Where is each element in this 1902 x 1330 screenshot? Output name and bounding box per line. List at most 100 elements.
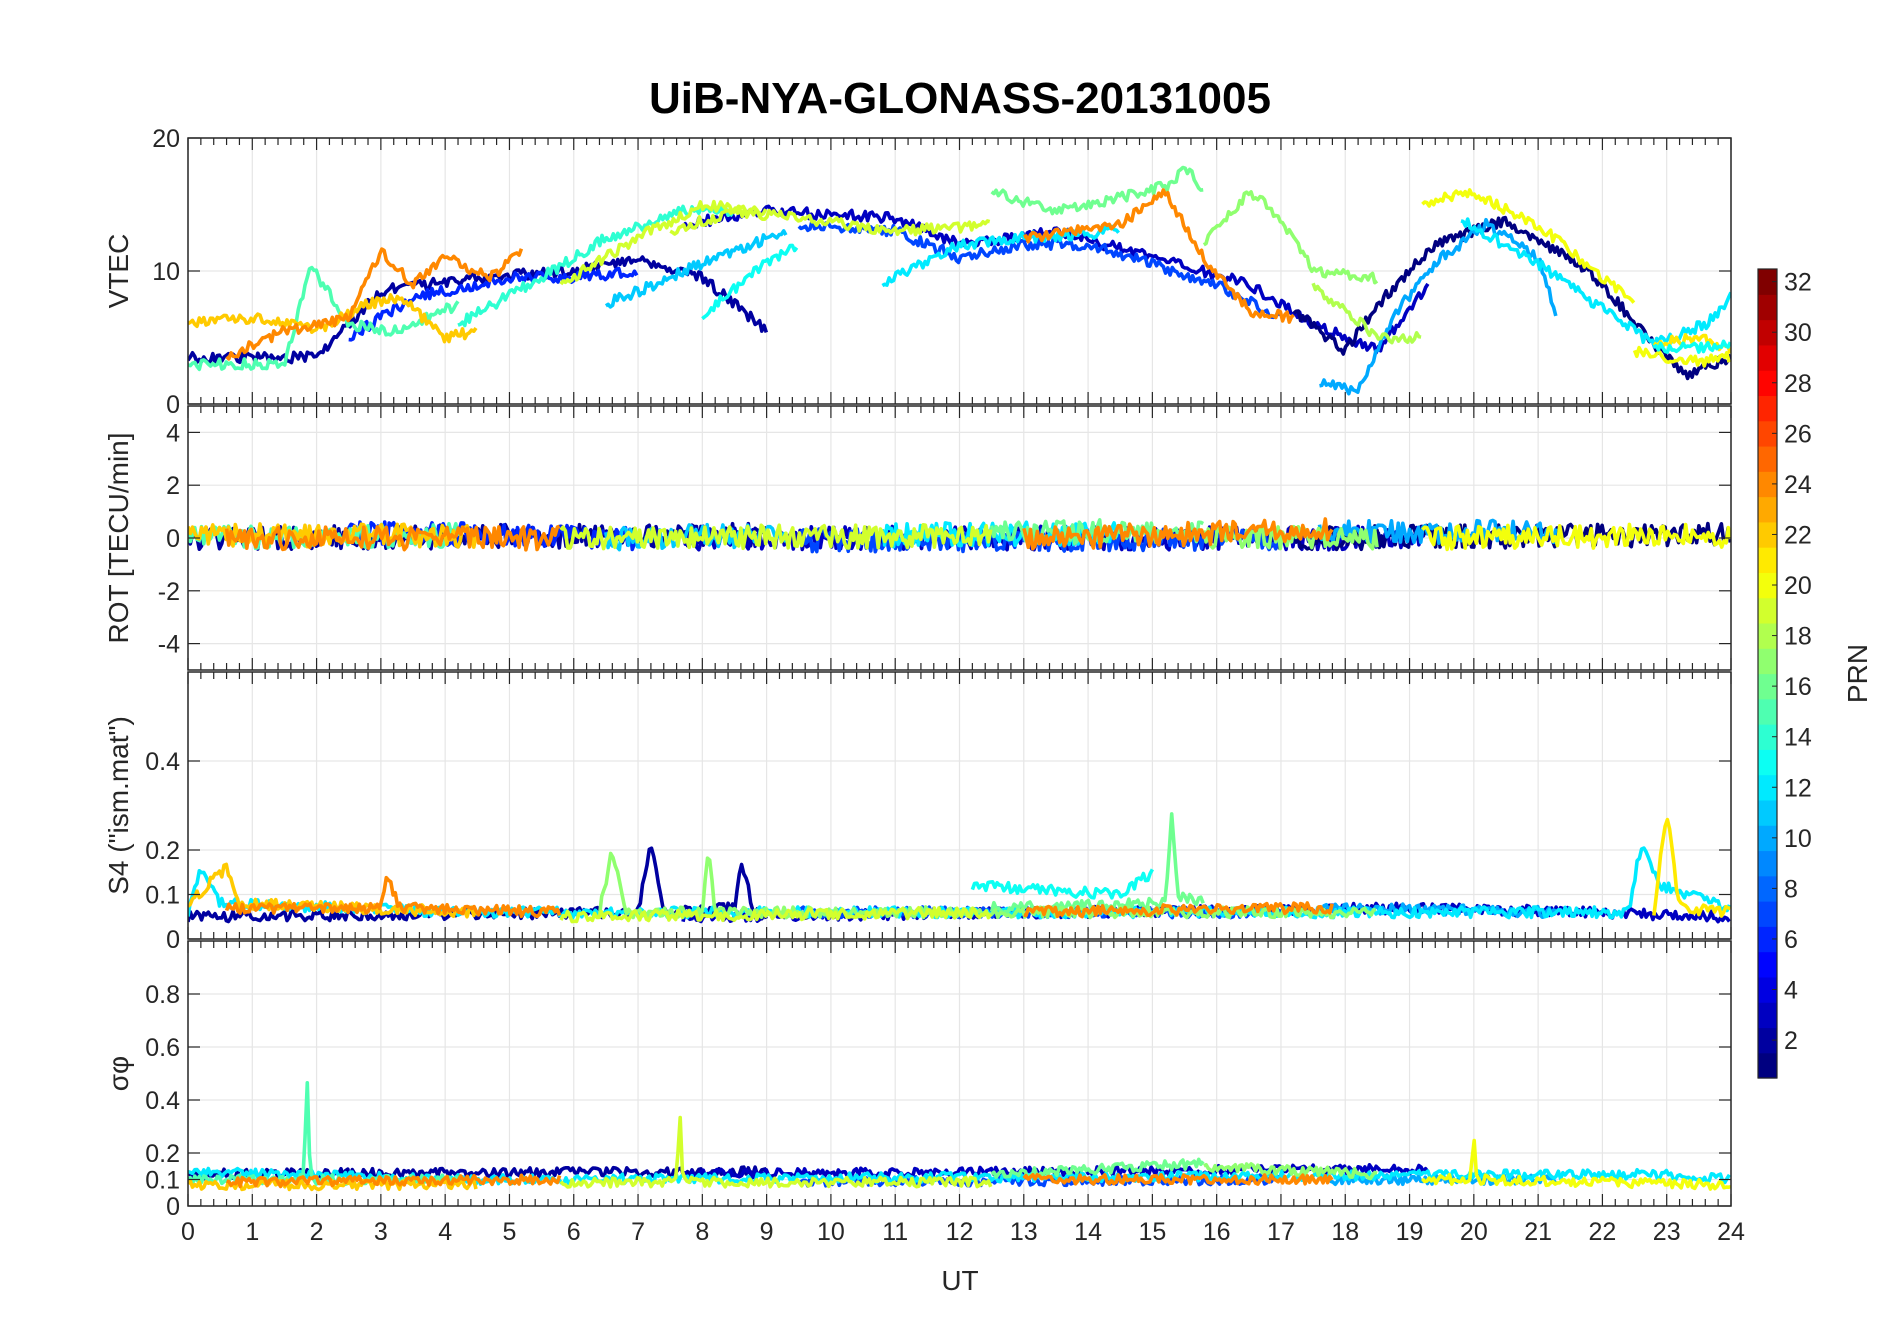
colorbar-segment xyxy=(1758,496,1777,523)
y-tick-label: 0.6 xyxy=(145,1034,180,1062)
x-tick-label: 6 xyxy=(567,1218,581,1246)
colorbar-segment xyxy=(1758,749,1777,776)
panel-s4: 0 0.1 0.2 0.4 S4 ("ism.mat") xyxy=(103,671,1732,954)
x-tick-label: 13 xyxy=(1010,1218,1038,1246)
y-axis-label-sigma_phi: σφ xyxy=(103,1056,134,1091)
colorbar-segment xyxy=(1758,724,1777,750)
series-line-prn-24 xyxy=(1023,901,1334,919)
y-tick-label: 0.1 xyxy=(145,1167,180,1195)
x-tick-label: 3 xyxy=(374,1218,388,1246)
y-tick-label: 0 xyxy=(166,1193,180,1221)
colorbar-tick-label: 6 xyxy=(1784,926,1798,954)
series-line-prn-19 xyxy=(559,1115,993,1189)
series-line-prn-24 xyxy=(224,524,561,552)
colorbar-segment xyxy=(1758,951,1777,978)
colorbar-segment xyxy=(1758,875,1777,902)
series-line-prn-24 xyxy=(224,875,562,919)
colorbar-tick-label: 24 xyxy=(1784,471,1812,499)
colorbar-tick-label: 28 xyxy=(1784,370,1812,398)
series-line-prn-22 xyxy=(188,293,478,344)
y-tick-label: 10 xyxy=(152,258,180,286)
x-tick-label: 23 xyxy=(1653,1218,1681,1246)
x-tick-label: 2 xyxy=(310,1218,324,1246)
y-axis-label-s4: S4 ("ism.mat") xyxy=(103,716,134,895)
colorbar-tick-label: 22 xyxy=(1784,521,1812,549)
x-tick-label: 20 xyxy=(1460,1218,1488,1246)
y-tick-label: -4 xyxy=(158,631,180,659)
series-line-prn-13 xyxy=(970,868,1154,900)
colorbar-segment xyxy=(1758,926,1777,953)
grid-vtec xyxy=(187,137,1732,405)
series-line-prn-7 xyxy=(798,1173,1282,1188)
colorbar-segment xyxy=(1758,445,1777,472)
panel-sigma_phi: 00.10.2 0.4 0.6 0.8 σφ xyxy=(103,940,1732,1221)
x-ticks-s4 xyxy=(187,672,1732,939)
series-line-prn-24 xyxy=(225,1173,562,1189)
y-axis-label-vtec: VTEC xyxy=(103,234,134,309)
y-tick-label: 0.8 xyxy=(145,981,180,1009)
y-tick-label: 4 xyxy=(166,419,180,447)
x-tick-label: 12 xyxy=(946,1218,974,1246)
series-line-prn-20 xyxy=(1421,522,1731,552)
colorbar-segment xyxy=(1758,521,1777,548)
colorbar-segment xyxy=(1758,471,1777,498)
series-line-prn-19 xyxy=(669,206,991,237)
series-line-prn-10 xyxy=(1317,518,1558,545)
series-line-prn-16 xyxy=(990,165,1204,216)
colorbar-tick-label: 16 xyxy=(1784,673,1812,701)
series-line-prn-19 xyxy=(559,906,993,924)
series-line-prn-24 xyxy=(225,247,524,361)
x-tick-label: 7 xyxy=(631,1218,645,1246)
x-tick-label: 11 xyxy=(882,1218,908,1246)
colorbar-tick-label: 26 xyxy=(1784,420,1812,448)
series-line-prn-21 xyxy=(1652,817,1731,918)
series-line-prn-17 xyxy=(1202,190,1379,285)
colorbar-tick-label: 8 xyxy=(1784,875,1798,903)
y-tick-label: 0.2 xyxy=(145,837,180,865)
x-tick-label: 8 xyxy=(695,1218,709,1246)
colorbar-segment xyxy=(1758,1002,1777,1029)
series-line-prn-20 xyxy=(1632,345,1731,368)
panel-rot: -4 -2 0 2 4 ROT [TECU/min] xyxy=(103,405,1732,671)
series-group-sigma_phi xyxy=(188,1081,1731,1192)
series-line-prn-12 xyxy=(881,224,1120,288)
colorbar-tick-label: 10 xyxy=(1784,825,1812,853)
series-line-prn-15 xyxy=(188,1081,460,1186)
colorbar-segment xyxy=(1758,774,1777,801)
x-tick-label: 0 xyxy=(181,1218,195,1246)
colorbar-segment xyxy=(1758,1027,1777,1054)
x-tick-label: 9 xyxy=(760,1218,774,1246)
x-tick-label: 24 xyxy=(1717,1218,1745,1246)
x-ticks-vtec xyxy=(187,138,1732,404)
chart-title: UiB-NYA-GLONASS-20131005 xyxy=(649,74,1271,123)
series-line-prn-18 xyxy=(1311,282,1422,345)
colorbar-segment xyxy=(1758,344,1777,371)
series-line-prn-24 xyxy=(1022,1173,1334,1186)
colorbar-segment xyxy=(1758,547,1777,573)
y-tick-label: 0.1 xyxy=(145,882,180,910)
colorbar-segment xyxy=(1758,622,1777,649)
colorbar-segment xyxy=(1758,799,1777,826)
colorbar-label: PRN xyxy=(1842,644,1873,703)
grid-sigma_phi xyxy=(187,941,1732,1207)
series-line-prn-13 xyxy=(701,243,799,321)
colorbar-segment xyxy=(1758,698,1777,725)
series-line-prn-20 xyxy=(1421,1138,1731,1191)
colorbar-tick-label: 30 xyxy=(1784,319,1812,347)
colorbar-segment xyxy=(1758,420,1777,447)
y-tick-label: 0 xyxy=(166,525,180,553)
y-tick-label: 20 xyxy=(152,125,180,153)
x-tick-labels: 0 1 2 3 4 5 6 7 8 9 10 11 12 13 14 15 16 17 18 19 20 21 22 23 24 xyxy=(181,1218,1745,1246)
y-tick-label: 0.4 xyxy=(145,748,180,776)
colorbar-segment xyxy=(1758,648,1777,675)
x-ticks-sigma_phi xyxy=(187,941,1732,1206)
series-line-prn-13 xyxy=(1653,339,1731,354)
x-tick-label: 15 xyxy=(1138,1218,1166,1246)
colorbar-segment xyxy=(1758,294,1777,321)
y-tick-label: 2 xyxy=(166,472,180,500)
series-line-prn-2 xyxy=(188,255,769,365)
series-line-prn-17 xyxy=(1203,1162,1378,1181)
colorbar-segment xyxy=(1758,1052,1777,1079)
